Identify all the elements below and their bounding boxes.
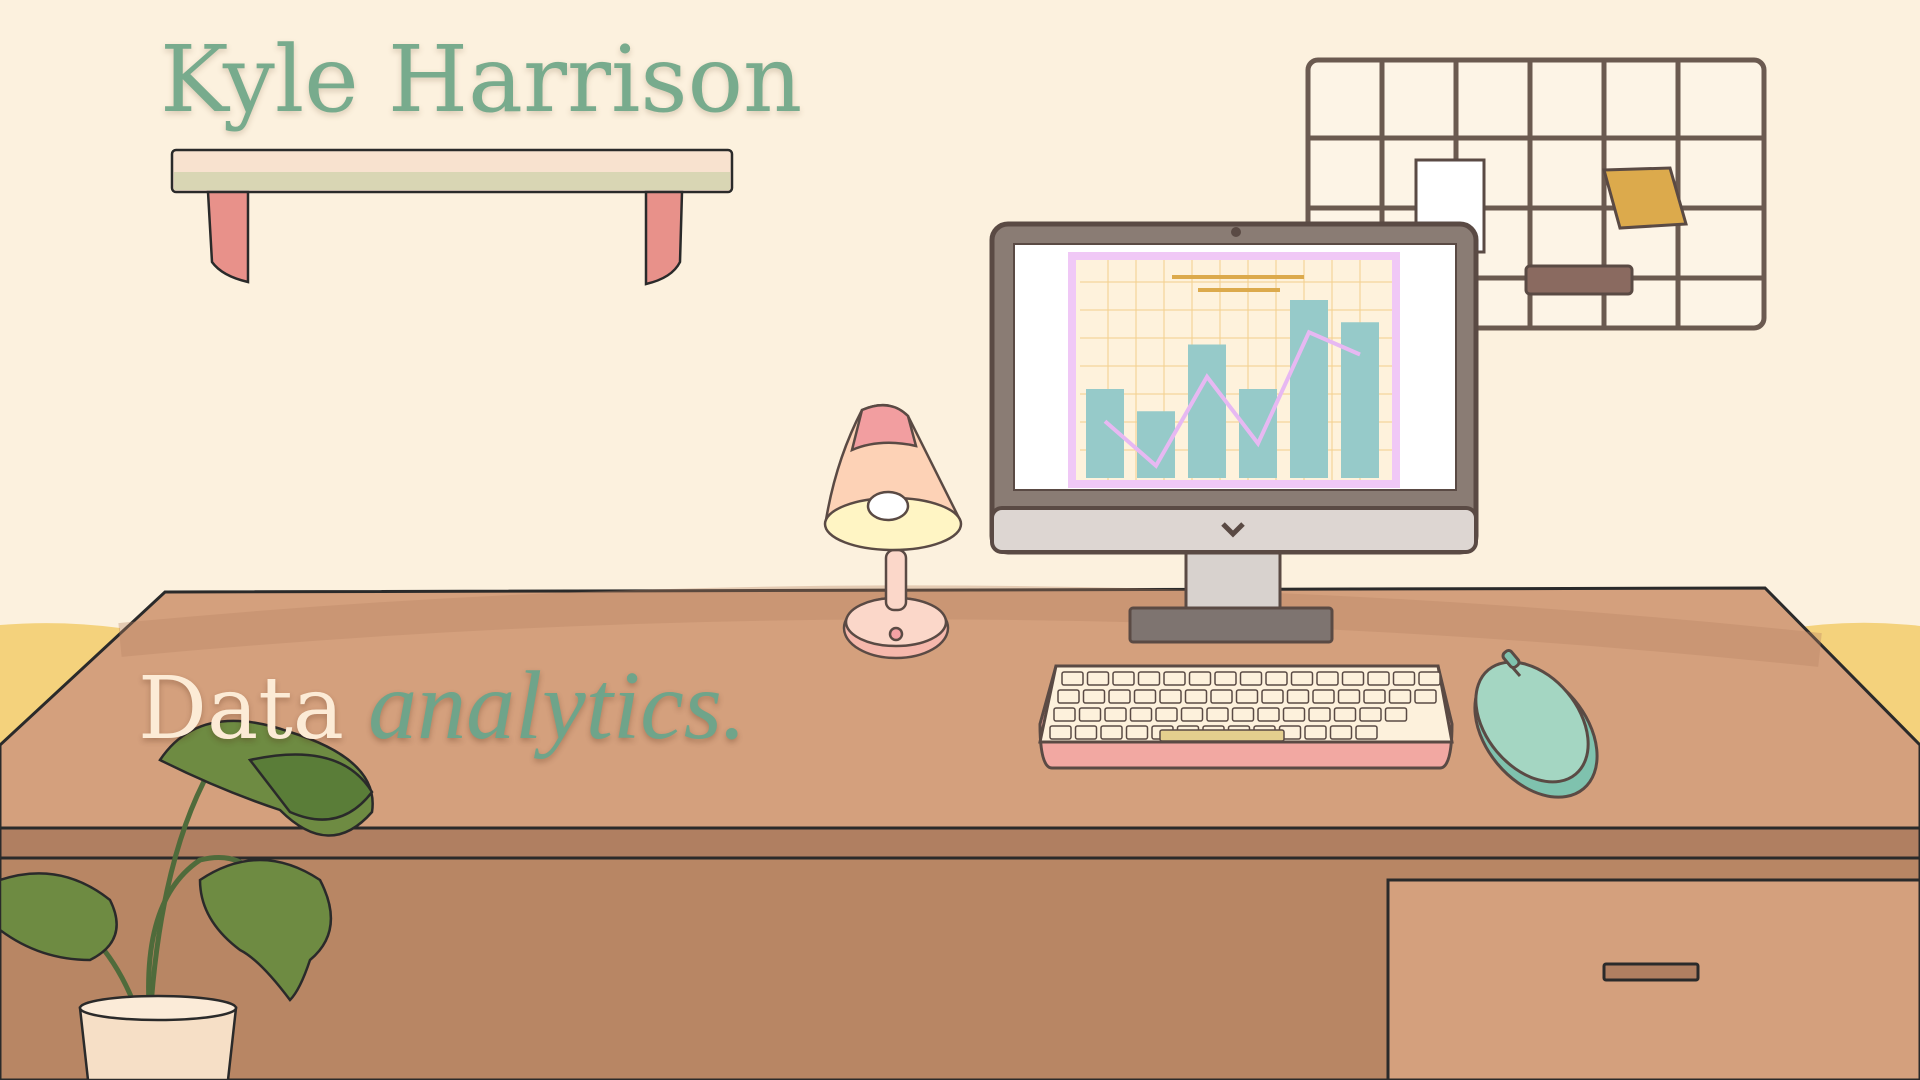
wall-shelf — [170, 148, 734, 286]
keyboard-key — [1392, 671, 1416, 686]
chart-bar — [1290, 300, 1328, 478]
pinned-note-yellow — [1602, 166, 1688, 230]
tagline: Data analytics. — [138, 650, 746, 762]
keyboard-key — [1112, 671, 1135, 686]
keyboard-key — [1180, 707, 1204, 722]
keyboard-key — [1159, 689, 1182, 704]
keyboard-key — [1341, 671, 1365, 686]
keyboard-key — [1231, 707, 1255, 722]
keyboard-key — [1057, 689, 1080, 704]
keyboard-key — [1125, 725, 1149, 740]
keyboard-key — [1316, 671, 1339, 686]
keyboard-key — [1239, 671, 1263, 686]
chart-bar — [1341, 322, 1379, 478]
keyboard-key — [1367, 671, 1390, 686]
chart-bar — [1239, 389, 1277, 478]
keyboard-key — [1308, 707, 1331, 722]
keyboard-key — [1337, 689, 1361, 704]
keyboard-key — [1388, 689, 1412, 704]
desk-lamp — [823, 403, 963, 660]
keyboard-key — [1049, 725, 1072, 740]
keyboard-key — [1210, 689, 1233, 704]
keyboard-key — [1061, 671, 1084, 686]
keyboard-key — [1082, 689, 1106, 704]
keyboard-key — [1312, 689, 1335, 704]
keyboard-key — [1235, 689, 1259, 704]
tagline-word-analytics: analytics. — [368, 652, 747, 760]
keyboard-key — [1053, 707, 1076, 722]
keyboard-key — [1133, 689, 1157, 704]
keyboard-key — [1188, 671, 1212, 686]
keyboard-key — [1086, 671, 1110, 686]
keyboard-key — [1355, 725, 1378, 740]
keyboard-spacebar — [1159, 729, 1285, 742]
keyboard — [1038, 664, 1454, 770]
keyboard-key — [1074, 725, 1098, 740]
keyboard-key — [1384, 707, 1408, 722]
keyboard-key — [1286, 689, 1310, 704]
keyboard-key — [1137, 671, 1161, 686]
keyboard-key — [1329, 725, 1353, 740]
chart-bars — [1086, 300, 1379, 478]
keyboard-key — [1155, 707, 1178, 722]
keyboard-key — [1206, 707, 1229, 722]
tagline-word-data: Data — [138, 659, 345, 759]
screen-chart — [1068, 252, 1400, 488]
peg-shelf — [1524, 264, 1634, 296]
keyboard-key — [1078, 707, 1102, 722]
keyboard-key — [1333, 707, 1357, 722]
keyboard-key — [1261, 689, 1284, 704]
keyboard-key — [1363, 689, 1386, 704]
keyboard-key — [1282, 707, 1306, 722]
computer-mouse — [1473, 649, 1599, 799]
keyboard-key — [1418, 671, 1441, 686]
chart-bar — [1188, 344, 1226, 478]
keyboard-key — [1129, 707, 1153, 722]
keyboard-key — [1214, 671, 1237, 686]
keyboard-key — [1163, 671, 1186, 686]
keyboard-key — [1257, 707, 1280, 722]
presenter-name: Kyle Harrison — [160, 26, 803, 133]
keyboard-key — [1414, 689, 1437, 704]
chart-line — [1103, 329, 1361, 469]
drawer-handle — [1602, 962, 1700, 982]
chart-trend-line — [1103, 329, 1361, 469]
keyboard-key — [1184, 689, 1208, 704]
keyboard-key — [1108, 689, 1131, 704]
keyboard-key — [1359, 707, 1382, 722]
keyboard-key — [1265, 671, 1288, 686]
keyboard-key — [1104, 707, 1127, 722]
keyboard-key — [1304, 725, 1327, 740]
keyboard-key — [1290, 671, 1314, 686]
keyboard-key — [1100, 725, 1123, 740]
potted-plant — [0, 719, 374, 1080]
keyboard-keys — [1049, 671, 1441, 742]
